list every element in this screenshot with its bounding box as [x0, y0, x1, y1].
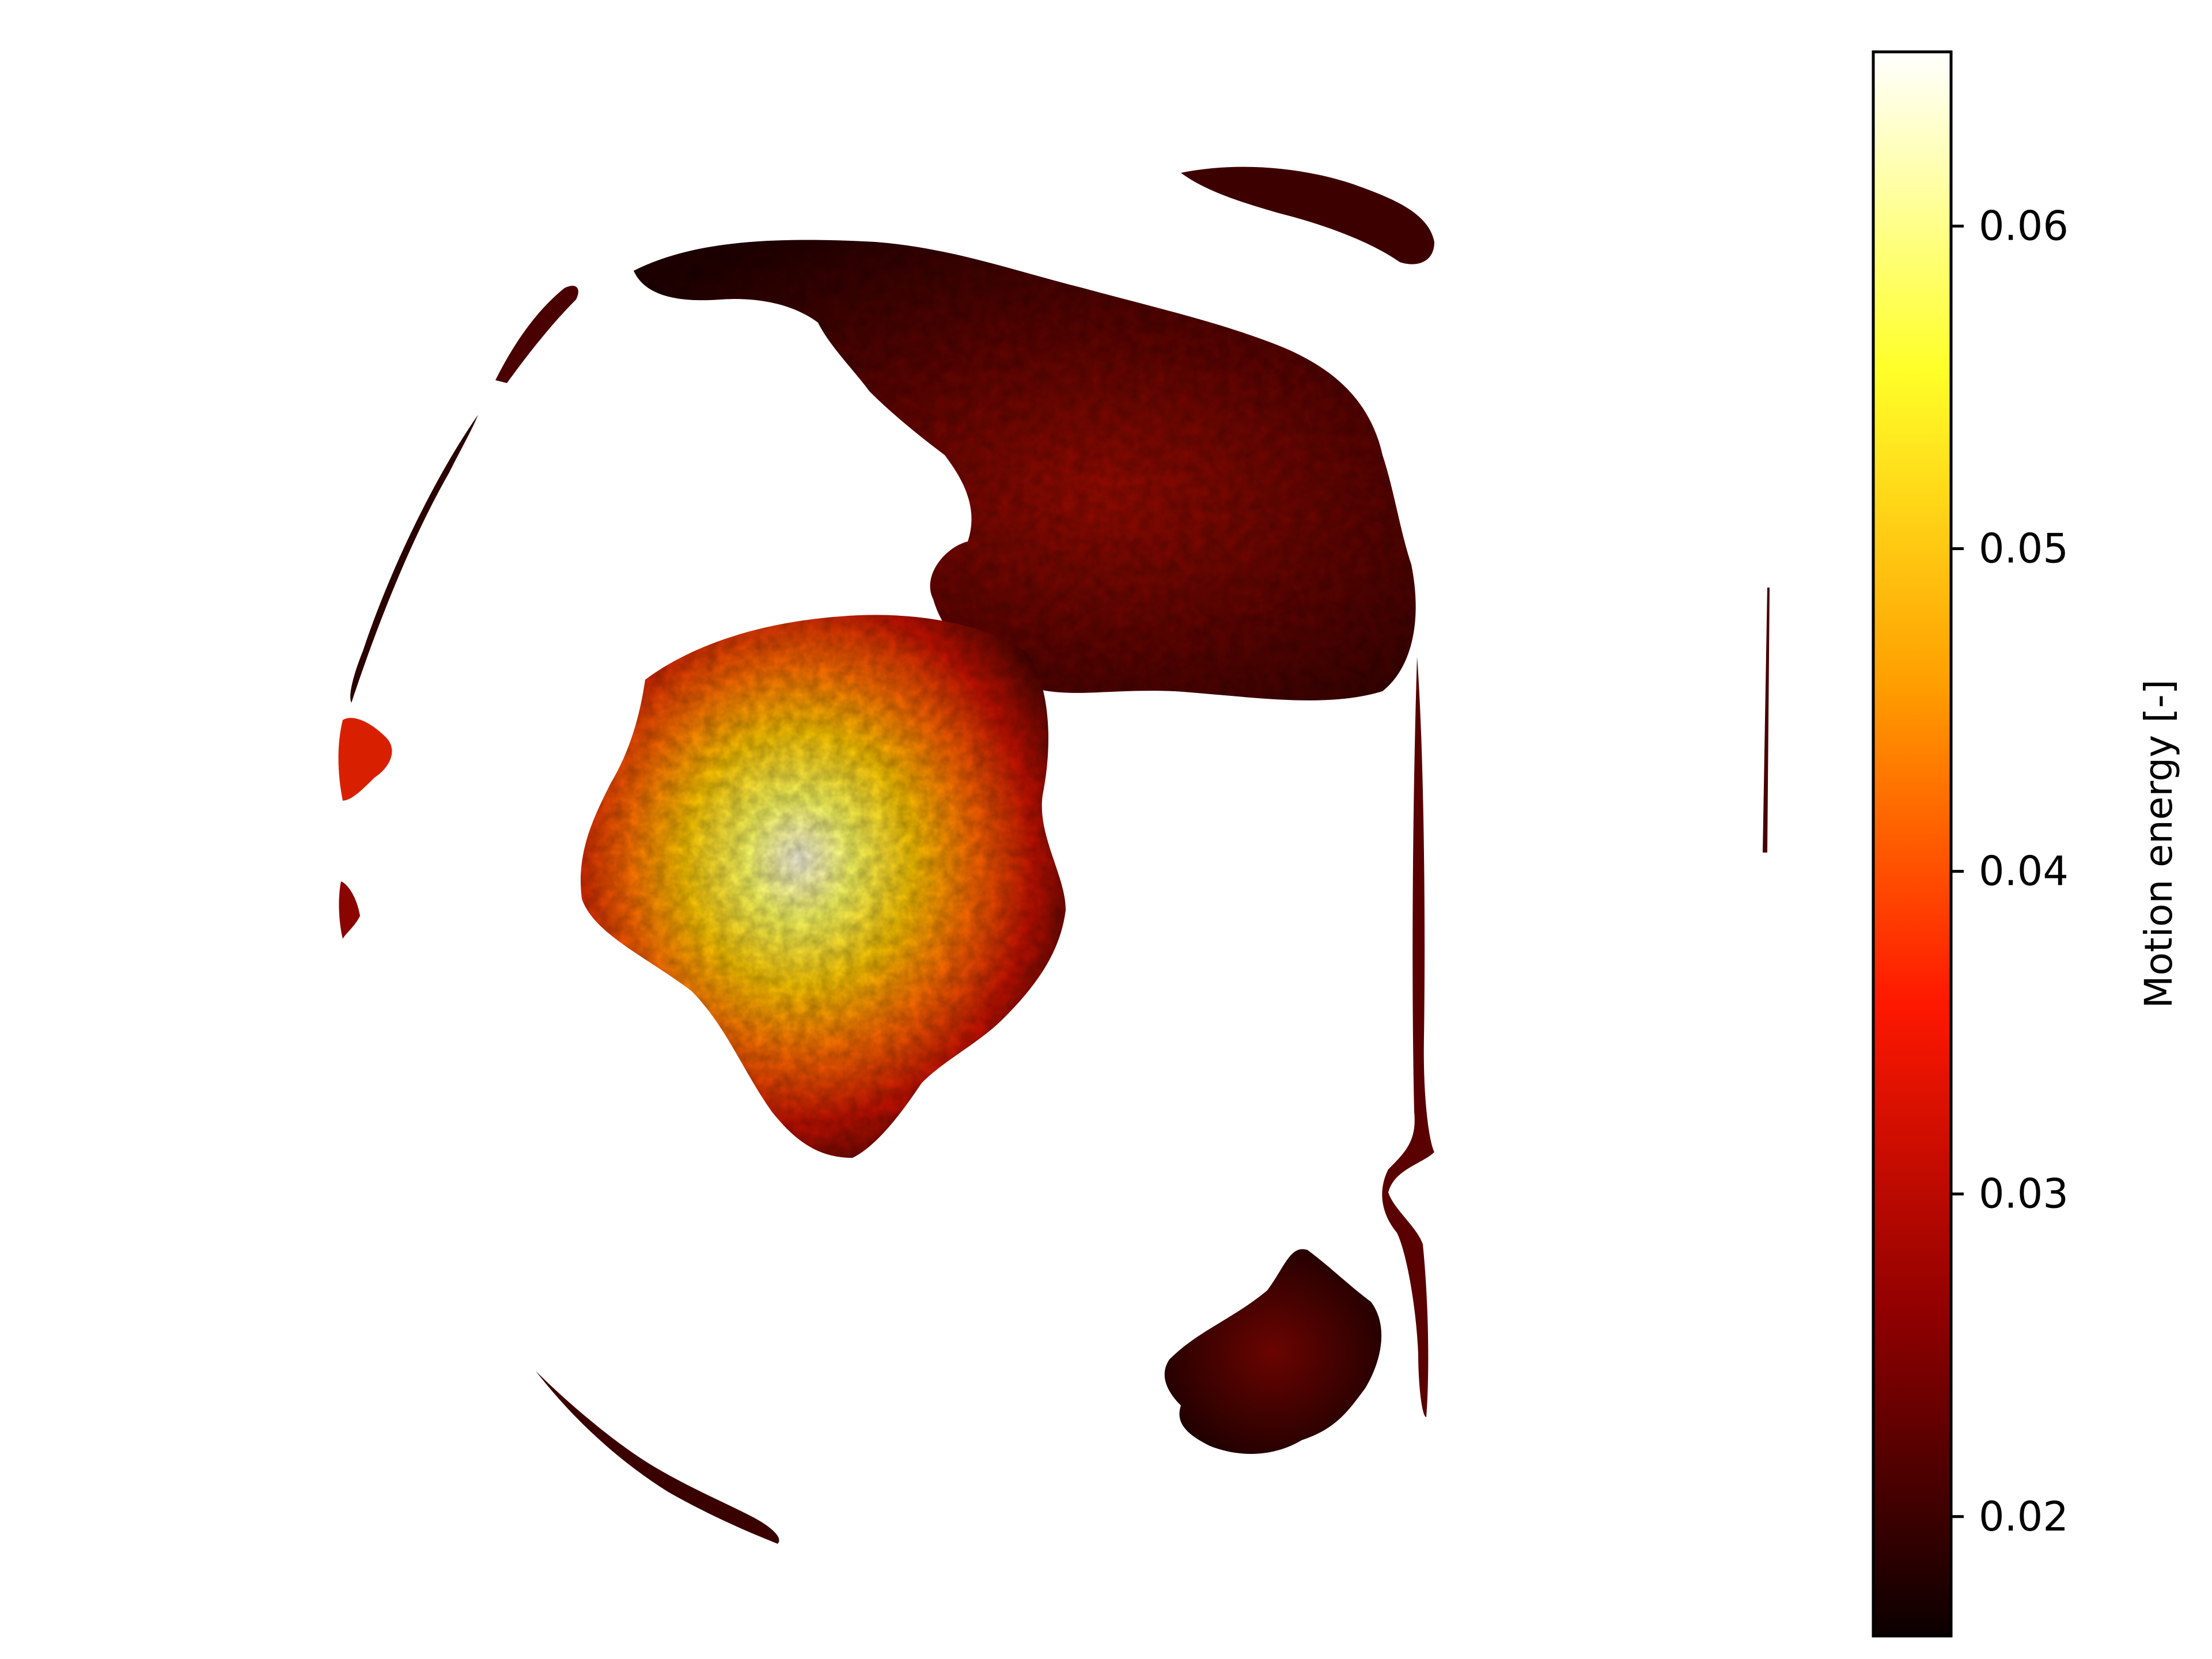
colorbar-frame: [1872, 50, 1953, 1638]
colorbar-tick-label: 0.03: [1979, 1171, 2069, 1218]
heatmap-region-top-arc: [1181, 166, 1434, 264]
colorbar: 0.02 0.03 0.04 0.05 0.06 Motion energy [-]: [1872, 50, 2181, 1638]
heatmap-region-lower-blob: [1164, 1249, 1382, 1454]
colorbar-tick-label: 0.04: [1979, 848, 2069, 895]
heatmap-image: [338, 166, 1770, 1544]
heatmap-region-left-rim-arc: [350, 415, 478, 703]
colorbar-tick-label: 0.06: [1979, 202, 2069, 249]
heatmap-region-right-streak: [1382, 657, 1434, 1417]
heatmap-region-far-right-streak: [1763, 588, 1770, 853]
colorbar-tick-label: 0.02: [1979, 1493, 2069, 1540]
colorbar-label: Motion energy [-]: [2137, 680, 2181, 1009]
heatmap-region-left-rim-upper: [495, 286, 578, 383]
heatmap-region-bottom-arc: [536, 1371, 779, 1544]
heatmap-region-left-rim-spot: [338, 718, 392, 801]
colorbar-gradient: [1873, 52, 1951, 1636]
colorbar-tick-label: 0.05: [1979, 525, 2069, 573]
heatmap-region-left-rim-lower: [339, 881, 360, 939]
